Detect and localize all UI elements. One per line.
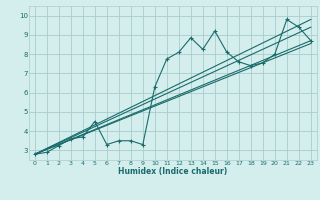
X-axis label: Humidex (Indice chaleur): Humidex (Indice chaleur) — [118, 167, 228, 176]
